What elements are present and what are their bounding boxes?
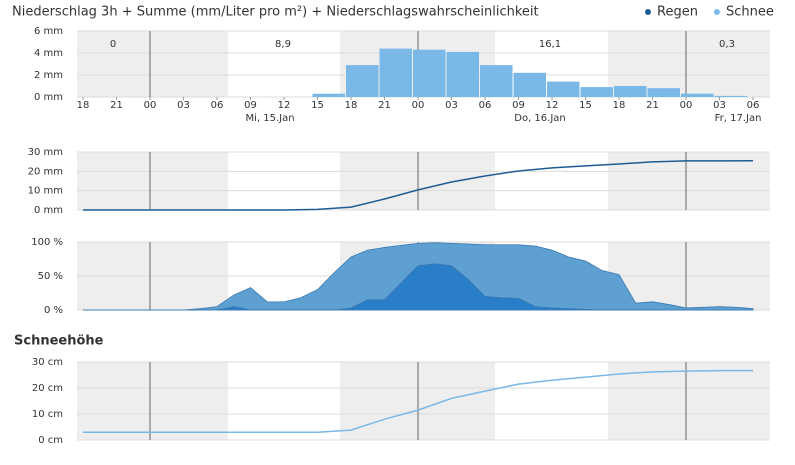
x-tick-label: 03 [177, 100, 190, 111]
bar [547, 81, 580, 97]
bar [312, 93, 345, 97]
x-tick-label: 18 [345, 100, 358, 111]
x-tick-label: 06 [211, 100, 224, 111]
daily-sum: 16,1 [539, 39, 561, 50]
x-tick-label: 21 [646, 100, 659, 111]
x-tick-label: 18 [613, 100, 626, 111]
chart-title: Niederschlag 3h + Summe (mm/Liter pro m²… [12, 5, 539, 20]
x-tick-label: 06 [747, 100, 760, 111]
y-tick-label: 6 mm [34, 26, 63, 37]
night-shade [608, 152, 770, 210]
night-shade [608, 362, 770, 440]
x-tick-label: 21 [378, 100, 391, 111]
legend-dot [713, 9, 720, 15]
x-tick-label: 15 [579, 100, 592, 111]
bar [681, 93, 714, 97]
bar [480, 65, 513, 97]
y-tick-label: 0 % [44, 305, 63, 316]
night-shade [77, 362, 228, 440]
night-shade [77, 152, 228, 210]
x-tick-label: 00 [412, 100, 425, 111]
day-label: Do, 16.Jan [514, 113, 566, 124]
bar [714, 95, 747, 97]
x-tick-label: 03 [445, 100, 458, 111]
bar [413, 49, 446, 97]
daily-sum: 0,3 [719, 39, 735, 50]
legend-label: Regen [657, 5, 698, 20]
y-tick-label: 10 cm [32, 409, 63, 420]
bar [513, 72, 546, 97]
y-tick-label: 0 mm [34, 205, 63, 216]
daily-sum: 0 [110, 39, 116, 50]
y-tick-label: 10 mm [28, 186, 63, 197]
bar [379, 48, 412, 97]
y-tick-label: 30 cm [32, 357, 63, 368]
x-tick-label: 09 [512, 100, 525, 111]
y-tick-label: 2 mm [34, 70, 63, 81]
area [83, 263, 753, 311]
y-tick-label: 20 cm [32, 383, 63, 394]
day-label: Fr, 17.Jan [715, 113, 762, 124]
y-tick-label: 0 mm [34, 92, 63, 103]
x-tick-label: 21 [110, 100, 123, 111]
line [83, 159, 754, 211]
x-tick-label: 00 [144, 100, 157, 111]
legend-dot [645, 9, 651, 15]
y-tick-label: 30 mm [28, 147, 63, 158]
line [83, 369, 753, 433]
bar [346, 65, 379, 97]
night-shade [77, 31, 228, 97]
legend-label: Schnee [726, 5, 774, 20]
chart-title: Schneehöhe [14, 334, 104, 349]
x-tick-label: 03 [713, 100, 726, 111]
x-tick-label: 12 [278, 100, 291, 111]
bar [614, 86, 647, 97]
x-tick-label: 15 [311, 100, 324, 111]
y-tick-label: 20 mm [28, 166, 63, 177]
y-tick-label: 50 % [38, 271, 63, 282]
y-tick-label: 100 % [31, 237, 63, 248]
bar [446, 51, 479, 97]
bar [647, 88, 680, 97]
x-tick-label: 09 [244, 100, 257, 111]
y-tick-label: 0 cm [38, 435, 63, 446]
bar [580, 87, 613, 97]
x-tick-label: 06 [479, 100, 492, 111]
x-tick-label: 00 [680, 100, 693, 111]
day-label: Mi, 15.Jan [245, 113, 294, 124]
daily-sum: 8,9 [275, 39, 291, 50]
x-tick-label: 12 [546, 100, 559, 111]
x-tick-label: 18 [77, 100, 90, 111]
y-tick-label: 4 mm [34, 48, 63, 59]
